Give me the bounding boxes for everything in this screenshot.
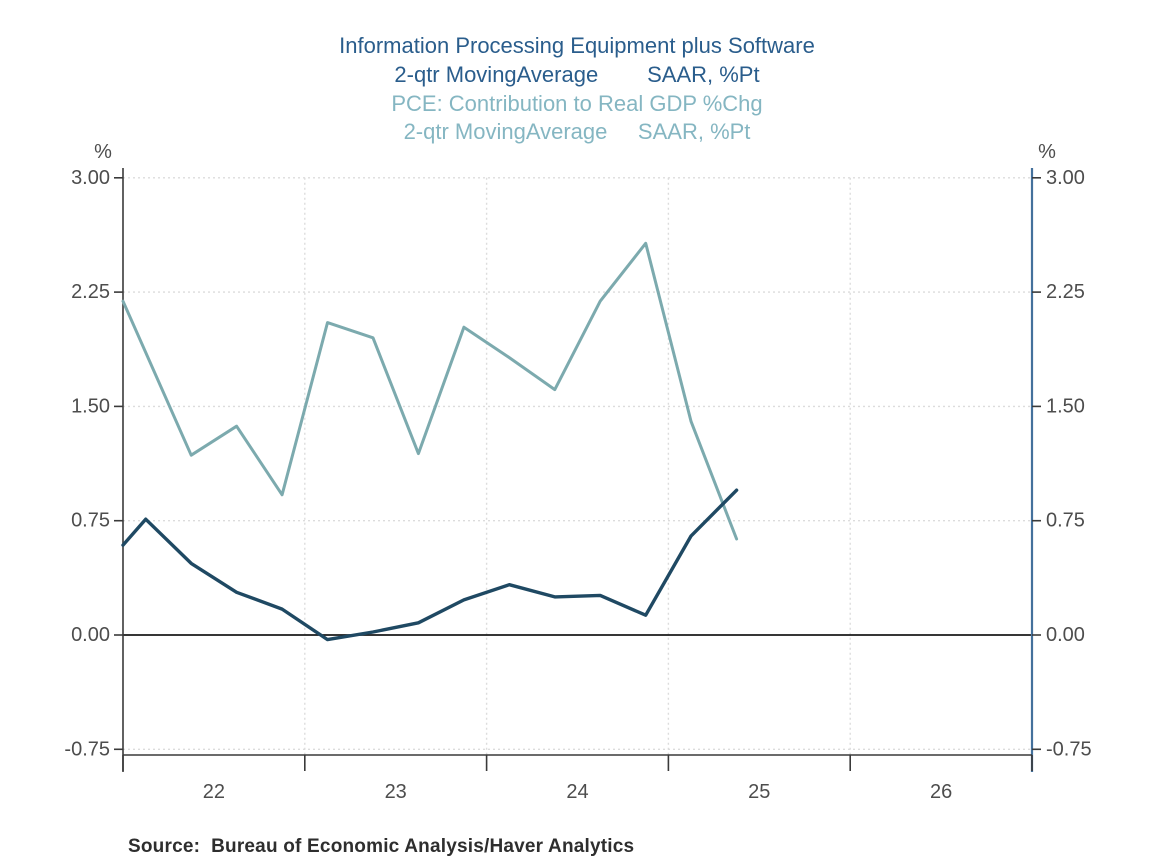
y-tick-label-left: -0.75 [64, 738, 110, 760]
series-line-equipment [121, 488, 739, 642]
x-tick-label: 24 [566, 781, 588, 803]
x-tick-label: 23 [385, 781, 407, 803]
y-tick-label-right: 0.00 [1046, 624, 1085, 646]
y-tick-label-right: 0.75 [1046, 510, 1085, 532]
series-line-pce [121, 241, 739, 541]
source-attribution: Source: Bureau of Economic Analysis/Have… [128, 836, 635, 857]
y-tick-label-left: 0.00 [71, 624, 110, 646]
y-tick-label-left: 1.50 [71, 395, 110, 417]
y-axis-unit-left: % [94, 141, 112, 163]
x-tick-label: 22 [203, 781, 225, 803]
y-tick-label-right: -0.75 [1046, 738, 1092, 760]
x-tick-label: 25 [748, 781, 770, 803]
y-tick-label-left: 2.25 [71, 281, 110, 303]
y-tick-label-right: 3.00 [1046, 167, 1085, 189]
y-tick-label-right: 2.25 [1046, 281, 1085, 303]
x-tick-label: 26 [930, 781, 952, 803]
y-axis-unit-right: % [1038, 141, 1056, 163]
y-tick-label-right: 1.50 [1046, 395, 1085, 417]
y-tick-label-left: 0.75 [71, 510, 110, 532]
y-tick-label-left: 3.00 [71, 167, 110, 189]
